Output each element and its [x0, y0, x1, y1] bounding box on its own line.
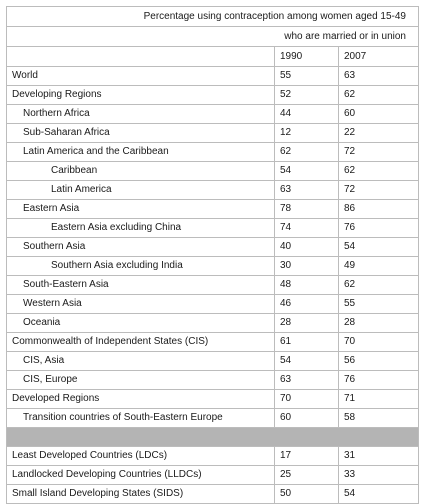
region-cell: Commonwealth of Independent States (CIS) — [6, 332, 275, 352]
value-2007-cell: 60 — [338, 104, 419, 124]
value-1990-cell: 50 — [274, 484, 339, 504]
value-1990-cell: 12 — [274, 123, 339, 143]
region-cell: CIS, Asia — [6, 351, 275, 371]
value-2007-cell: 76 — [338, 218, 419, 238]
value-1990-cell: 30 — [274, 256, 339, 276]
table-row: Caribbean 54 62 — [6, 161, 419, 181]
region-cell: Caribbean — [6, 161, 275, 181]
value-2007-cell: 22 — [338, 123, 419, 143]
table-row: Small Island Developing States (SIDS) 50 5… — [6, 484, 419, 504]
caption-row-1: Percentage using contraception among wom… — [6, 6, 419, 27]
table-row: Least Developed Countries (LDCs) 17 31 — [6, 446, 419, 466]
value-1990-cell: 62 — [274, 142, 339, 162]
caption-row-2: who are married or in union — [6, 26, 419, 47]
value-2007-cell: 56 — [338, 351, 419, 371]
region-cell: Western Asia — [6, 294, 275, 314]
value-2007-cell: 28 — [338, 313, 419, 333]
value-2007-cell: 72 — [338, 180, 419, 200]
value-2007-cell: 72 — [338, 142, 419, 162]
region-cell: Latin America — [6, 180, 275, 200]
region-cell: Developing Regions — [6, 85, 275, 105]
table-row: Landlocked Developing Countries (LLDCs) 2… — [6, 465, 419, 485]
value-1990-cell: 52 — [274, 85, 339, 105]
contraception-table: Percentage using contraception among wom… — [6, 6, 419, 504]
value-2007-cell: 62 — [338, 85, 419, 105]
table-row: South-Eastern Asia 48 62 — [6, 275, 419, 295]
value-1990-cell: 63 — [274, 370, 339, 390]
value-2007-cell: 63 — [338, 66, 419, 86]
region-cell: Northern Africa — [6, 104, 275, 124]
section-divider-bar — [6, 427, 419, 447]
table-row: Latin America 63 72 — [6, 180, 419, 200]
table-row: World 55 63 — [6, 66, 419, 86]
value-1990-cell: 25 — [274, 465, 339, 485]
table-row: CIS, Europe 63 76 — [6, 370, 419, 390]
value-1990-cell: 63 — [274, 180, 339, 200]
value-2007-cell: 54 — [338, 237, 419, 257]
value-2007-cell: 62 — [338, 161, 419, 181]
value-1990-cell: 40 — [274, 237, 339, 257]
value-1990-cell: 74 — [274, 218, 339, 238]
value-2007-cell: 86 — [338, 199, 419, 219]
table-row: Developing Regions 52 62 — [6, 85, 419, 105]
value-1990-cell: 28 — [274, 313, 339, 333]
table-row: Oceania 28 28 — [6, 313, 419, 333]
region-header-cell — [6, 46, 275, 67]
region-cell: Small Island Developing States (SIDS) — [6, 484, 275, 504]
region-cell: Southern Asia excluding India — [6, 256, 275, 276]
region-cell: Transition countries of South-Eastern Eu… — [6, 408, 275, 428]
value-2007-cell: 31 — [338, 446, 419, 466]
region-cell: Latin America and the Caribbean — [6, 142, 275, 162]
value-2007-cell: 70 — [338, 332, 419, 352]
section-divider — [6, 427, 419, 447]
table-row: Eastern Asia 78 86 — [6, 199, 419, 219]
region-cell: Eastern Asia excluding China — [6, 218, 275, 238]
region-cell: Developed Regions — [6, 389, 275, 409]
value-1990-cell: 44 — [274, 104, 339, 124]
table-row: Transition countries of South-Eastern Eu… — [6, 408, 419, 428]
value-1990-cell: 46 — [274, 294, 339, 314]
year-2007-header: 2007 — [338, 46, 419, 67]
value-1990-cell: 78 — [274, 199, 339, 219]
table-caption-line2: who are married or in union — [6, 26, 419, 47]
value-2007-cell: 58 — [338, 408, 419, 428]
year-1990-header: 1990 — [274, 46, 339, 67]
value-2007-cell: 55 — [338, 294, 419, 314]
region-cell: CIS, Europe — [6, 370, 275, 390]
table-caption-line1: Percentage using contraception among wom… — [6, 6, 419, 27]
value-1990-cell: 54 — [274, 351, 339, 371]
value-1990-cell: 55 — [274, 66, 339, 86]
value-1990-cell: 60 — [274, 408, 339, 428]
table-row: Western Asia 46 55 — [6, 294, 419, 314]
value-1990-cell: 48 — [274, 275, 339, 295]
value-1990-cell: 70 — [274, 389, 339, 409]
table-row: Latin America and the Caribbean 62 72 — [6, 142, 419, 162]
value-1990-cell: 17 — [274, 446, 339, 466]
table-row: Sub-Saharan Africa 12 22 — [6, 123, 419, 143]
value-2007-cell: 62 — [338, 275, 419, 295]
region-cell: South-Eastern Asia — [6, 275, 275, 295]
value-2007-cell: 76 — [338, 370, 419, 390]
value-1990-cell: 61 — [274, 332, 339, 352]
value-1990-cell: 54 — [274, 161, 339, 181]
region-cell: Southern Asia — [6, 237, 275, 257]
table-row: Eastern Asia excluding China 74 76 — [6, 218, 419, 238]
region-cell: Sub-Saharan Africa — [6, 123, 275, 143]
table-row: Southern Asia 40 54 — [6, 237, 419, 257]
table-row: Commonwealth of Independent States (CIS)… — [6, 332, 419, 352]
value-2007-cell: 49 — [338, 256, 419, 276]
region-cell: Oceania — [6, 313, 275, 333]
region-cell: Eastern Asia — [6, 199, 275, 219]
region-cell: World — [6, 66, 275, 86]
table-row: Developed Regions 70 71 — [6, 389, 419, 409]
value-2007-cell: 71 — [338, 389, 419, 409]
region-cell: Least Developed Countries (LDCs) — [6, 446, 275, 466]
value-2007-cell: 33 — [338, 465, 419, 485]
region-cell: Landlocked Developing Countries (LLDCs) — [6, 465, 275, 485]
table-row: Southern Asia excluding India 30 49 — [6, 256, 419, 276]
year-header-row: 1990 2007 — [6, 46, 419, 67]
value-2007-cell: 54 — [338, 484, 419, 504]
table-row: CIS, Asia 54 56 — [6, 351, 419, 371]
table-row: Northern Africa 44 60 — [6, 104, 419, 124]
